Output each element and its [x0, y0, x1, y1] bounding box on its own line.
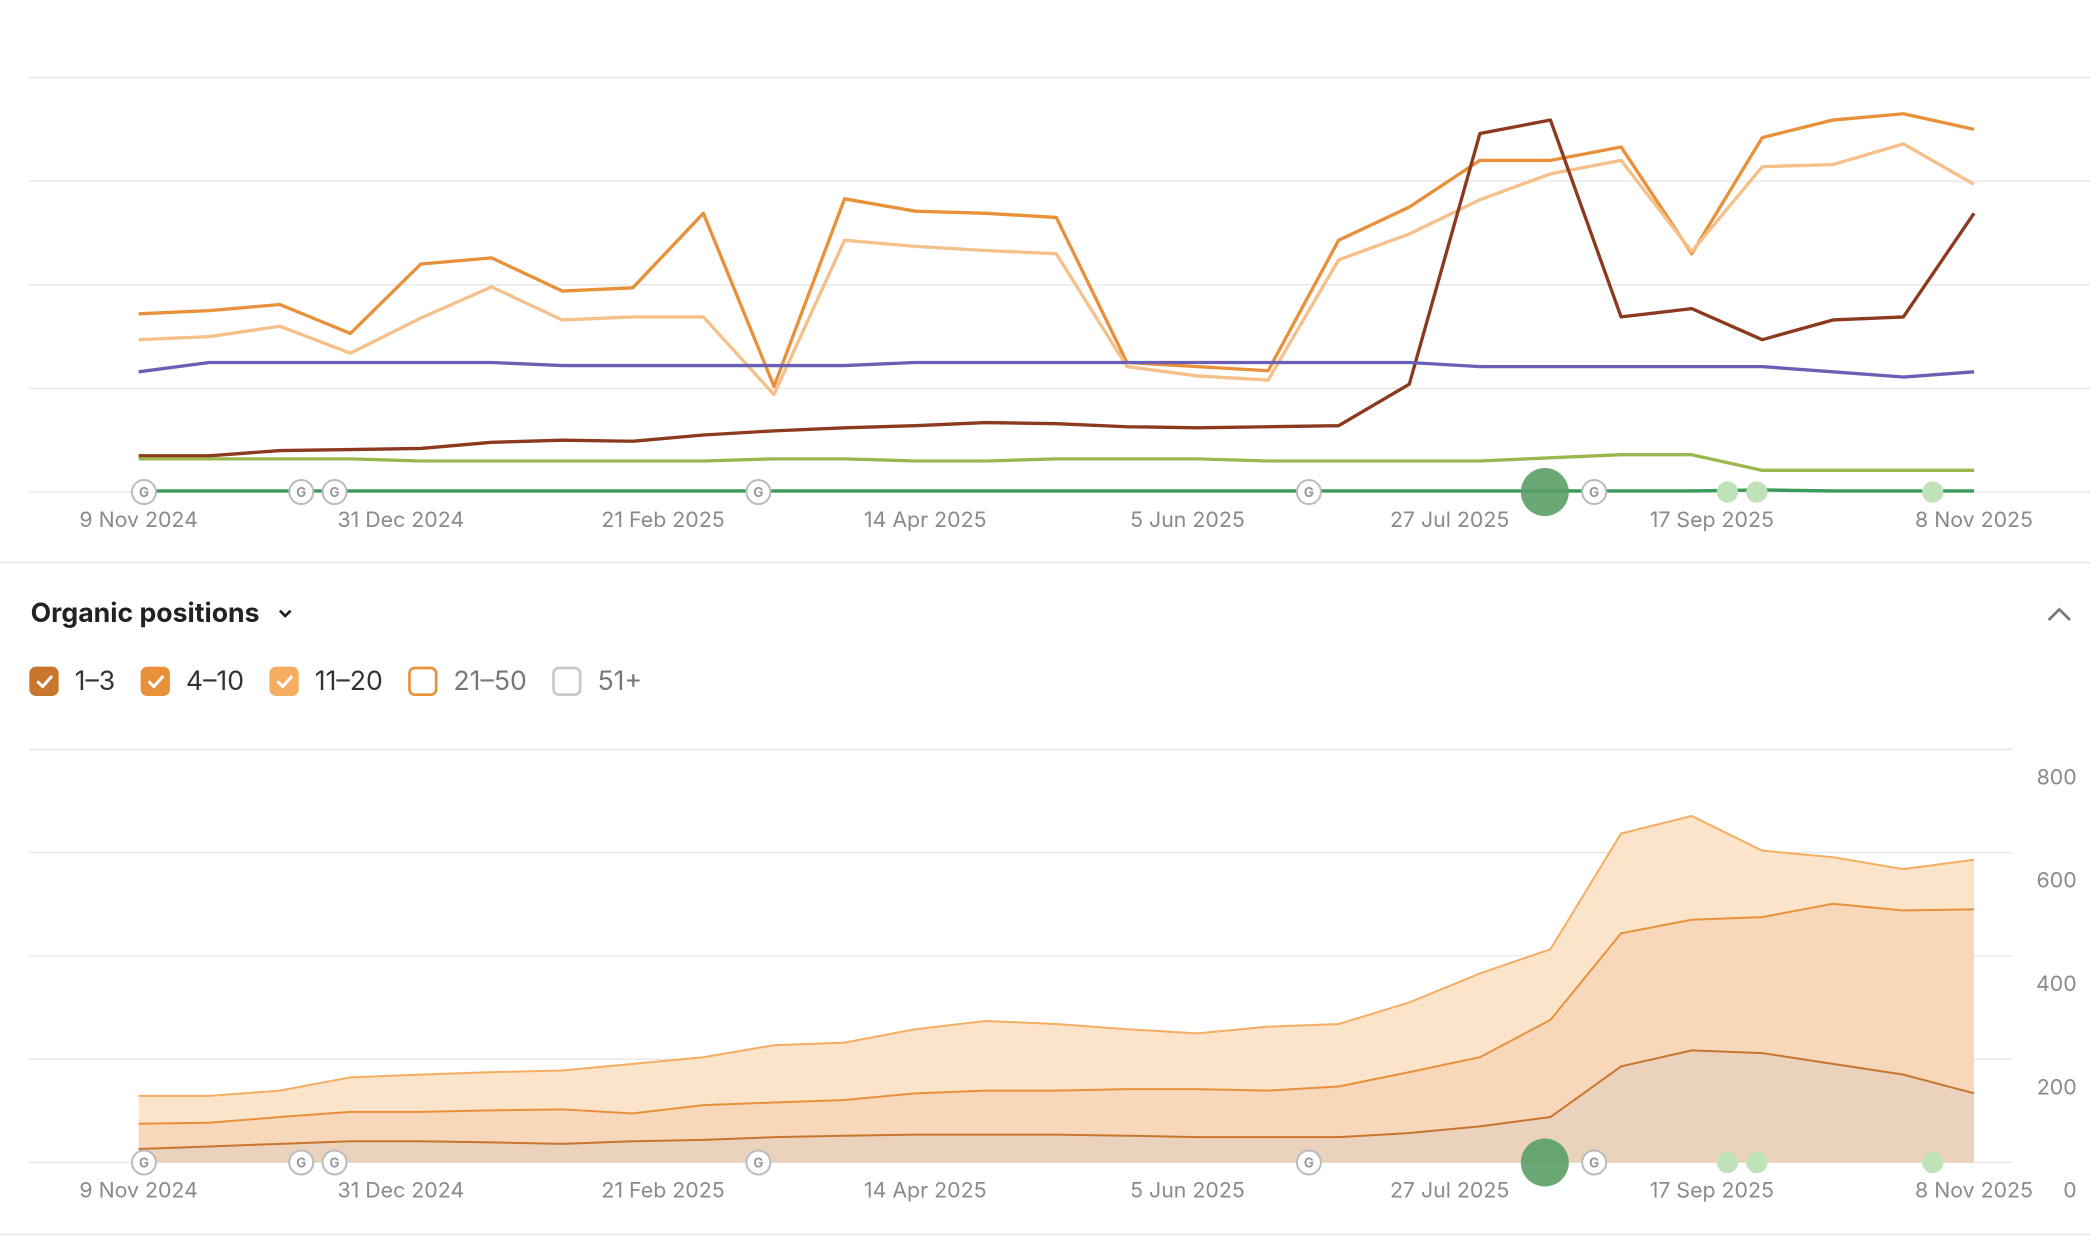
update-marker[interactable] [130, 479, 157, 506]
x-tick-label: 14 Apr 2025 [864, 507, 987, 533]
event-marker[interactable] [1922, 1151, 1944, 1174]
event-marker[interactable] [1746, 481, 1768, 503]
x-tick-label: 9 Nov 2024 [79, 1178, 197, 1204]
area-line [138, 814, 1975, 1097]
update-marker-label: G [1589, 1155, 1599, 1171]
event-marker[interactable] [1746, 1151, 1768, 1174]
legend-label[interactable]: 51+ [597, 665, 642, 697]
legend-checkbox[interactable] [552, 666, 582, 696]
x-tick-label: 17 Sep 2025 [1650, 507, 1774, 533]
x-tick-label: 27 Jul 2025 [1390, 507, 1509, 533]
update-marker[interactable] [1295, 479, 1322, 506]
update-marker-label: G [139, 1155, 149, 1171]
x-tick-label: 31 Dec 2024 [337, 1178, 464, 1204]
x-tick-label: 21 Feb 2025 [601, 1178, 724, 1204]
y-tick-label: 200 [2037, 1074, 2077, 1100]
series-line [138, 360, 1975, 379]
update-marker-label: G [139, 485, 149, 501]
series-line [138, 453, 1975, 472]
series-line [138, 112, 1975, 389]
update-marker-label: G [753, 485, 763, 501]
x-tick-label: 14 Apr 2025 [864, 1178, 987, 1204]
area-fill [138, 815, 1975, 1124]
event-marker[interactable] [1716, 481, 1739, 503]
update-marker[interactable] [745, 1149, 772, 1176]
x-tick-label: 31 Dec 2024 [337, 507, 464, 533]
top-chart: G G G G G G 9 Nov 2024 31 Dec 2024 21 Feb 2025 14… [29, 76, 2090, 533]
area-fill [138, 903, 1975, 1150]
checkmark [147, 675, 165, 689]
collapse-chevron[interactable] [2047, 607, 2071, 621]
legend-checkbox[interactable] [408, 666, 438, 696]
update-marker-label: G [1589, 485, 1599, 501]
event-marker[interactable] [1716, 1151, 1739, 1174]
update-marker[interactable] [745, 479, 772, 506]
legend-label[interactable]: 11–20 [315, 665, 383, 697]
update-marker-label: G [330, 1155, 340, 1171]
event-marker[interactable] [1520, 468, 1569, 517]
series-line [138, 488, 1975, 493]
series-line [138, 142, 1975, 397]
legend-checkbox[interactable] [29, 666, 59, 696]
update-marker-label: G [296, 485, 306, 501]
x-tick-label: 21 Feb 2025 [601, 507, 724, 533]
area-fill [138, 1050, 1975, 1163]
checkmark [276, 675, 294, 689]
update-marker-label: G [330, 485, 340, 501]
area-line [138, 1049, 1975, 1151]
bottom-chart: 0 200 400 600 800 G G G G G G 9 Nov 2024 31 Dec 2024… [29, 748, 2077, 1204]
section-title[interactable]: Organic positions [31, 597, 260, 629]
update-marker[interactable] [288, 1149, 315, 1176]
legend: 1–3 4–10 11–20 21–50 51+ [29, 665, 642, 697]
update-marker-label: G [296, 1155, 306, 1171]
update-marker-label: G [1304, 1155, 1314, 1171]
x-tick-label: 9 Nov 2024 [79, 507, 197, 533]
update-marker[interactable] [288, 479, 315, 506]
series-line [138, 118, 1976, 458]
x-tick-label: 17 Sep 2025 [1650, 1178, 1774, 1204]
event-marker[interactable] [1922, 481, 1944, 503]
y-tick-label: 600 [2037, 868, 2077, 894]
x-tick-label: 8 Nov 2025 [1915, 1178, 2033, 1204]
update-marker[interactable] [1581, 1149, 1608, 1176]
legend-label[interactable]: 21–50 [453, 665, 526, 697]
update-marker-label: G [1304, 485, 1314, 501]
checkmark [36, 675, 54, 689]
update-marker[interactable] [321, 479, 348, 506]
x-tick-label: 8 Nov 2025 [1915, 507, 2033, 533]
x-tick-label: 5 Jun 2025 [1130, 507, 1245, 533]
event-marker[interactable] [1520, 1138, 1569, 1187]
update-marker[interactable] [1295, 1149, 1322, 1176]
y-tick-label: 800 [2037, 764, 2077, 790]
x-tick-label: 27 Jul 2025 [1390, 1178, 1509, 1204]
y-tick-label: 400 [2036, 971, 2077, 997]
x-tick-label: 5 Jun 2025 [1130, 1178, 1245, 1204]
legend-checkbox[interactable] [269, 666, 299, 696]
dropdown-chevron[interactable] [278, 609, 292, 618]
area-line [138, 902, 1975, 1125]
y-tick-label: 0 [2063, 1178, 2076, 1204]
update-marker[interactable] [321, 1149, 348, 1176]
update-marker[interactable] [1581, 479, 1608, 506]
update-marker-label: G [753, 1155, 763, 1171]
legend-checkbox[interactable] [140, 666, 170, 696]
legend-label[interactable]: 1–3 [75, 665, 116, 697]
legend-label[interactable]: 4–10 [186, 665, 244, 697]
update-marker[interactable] [130, 1149, 157, 1176]
